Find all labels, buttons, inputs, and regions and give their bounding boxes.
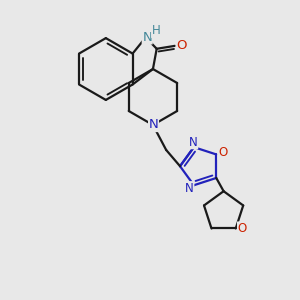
Text: N: N [142,31,152,44]
Text: N: N [189,136,198,148]
Text: O: O [218,146,227,160]
Text: O: O [238,222,247,235]
Text: H: H [152,24,161,38]
Text: N: N [185,182,194,195]
Text: O: O [176,39,187,52]
Text: N: N [149,118,158,131]
